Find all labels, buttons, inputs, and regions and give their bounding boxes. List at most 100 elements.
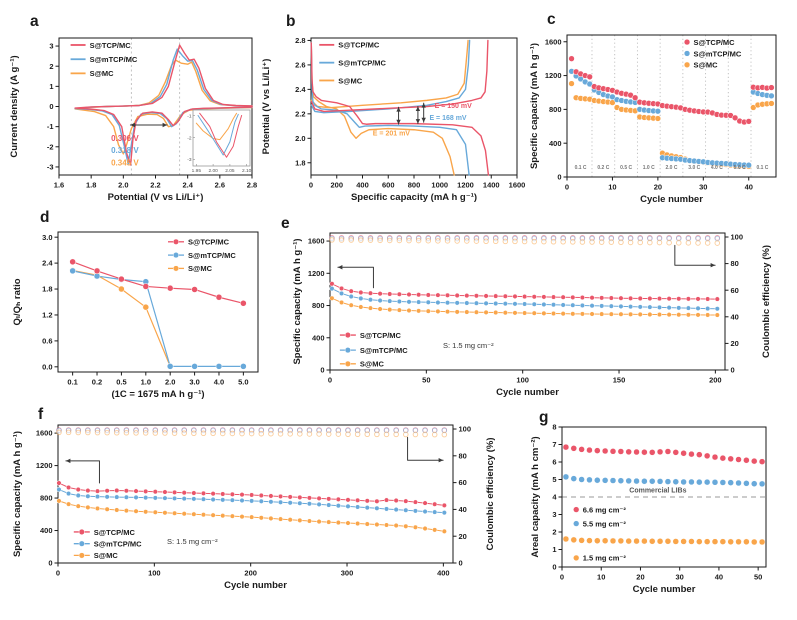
svg-text:-2: -2 xyxy=(187,135,192,141)
panel-f: f 0 100 200 300 400 0 400 800 1200 1600 0 20 40 60 80 10… xyxy=(12,406,496,591)
svg-text:f: f xyxy=(38,406,44,423)
svg-text:2: 2 xyxy=(552,528,556,537)
svg-text:400: 400 xyxy=(549,139,562,148)
svg-text:0.1 C: 0.1 C xyxy=(575,165,587,171)
svg-text:1.8: 1.8 xyxy=(295,158,305,167)
svg-text:10: 10 xyxy=(608,183,616,192)
svg-text:S@MC: S@MC xyxy=(338,76,363,85)
svg-text:1.95: 1.95 xyxy=(192,168,202,174)
svg-text:Potential (V vs Li/Li⁺): Potential (V vs Li/Li⁺) xyxy=(261,59,272,155)
svg-text:g: g xyxy=(539,409,548,426)
svg-text:20: 20 xyxy=(731,339,739,348)
svg-text:0: 0 xyxy=(552,563,556,572)
svg-text:3.0: 3.0 xyxy=(42,233,52,242)
svg-text:E = 168 mV: E = 168 mV xyxy=(429,115,466,122)
svg-text:300: 300 xyxy=(341,569,354,578)
svg-text:1.8: 1.8 xyxy=(86,181,96,190)
svg-text:100: 100 xyxy=(731,233,744,242)
svg-text:0: 0 xyxy=(557,173,561,182)
svg-text:Current density (A g⁻¹): Current density (A g⁻¹) xyxy=(9,55,20,157)
svg-text:200: 200 xyxy=(709,376,722,385)
svg-text:40: 40 xyxy=(459,505,467,514)
svg-text:2.00: 2.00 xyxy=(208,168,218,174)
svg-text:400: 400 xyxy=(437,569,450,578)
svg-text:S@MC: S@MC xyxy=(360,360,385,369)
svg-text:S@mTCP/MC: S@mTCP/MC xyxy=(90,55,138,64)
svg-text:2.05: 2.05 xyxy=(225,168,235,174)
svg-text:80: 80 xyxy=(731,259,739,268)
svg-text:200: 200 xyxy=(244,569,257,578)
svg-text:2.8: 2.8 xyxy=(247,181,257,190)
svg-text:Coulombic efficiency (%): Coulombic efficiency (%) xyxy=(761,245,772,358)
svg-text:400: 400 xyxy=(356,181,369,190)
svg-text:1400: 1400 xyxy=(483,181,500,190)
svg-text:1200: 1200 xyxy=(545,71,562,80)
svg-text:-1: -1 xyxy=(187,113,192,119)
svg-text:150: 150 xyxy=(613,376,626,385)
svg-text:80: 80 xyxy=(459,451,467,460)
svg-text:5: 5 xyxy=(552,475,556,484)
svg-text:1: 1 xyxy=(552,545,556,554)
svg-text:5.5 mg cm⁻²: 5.5 mg cm⁻² xyxy=(583,519,627,528)
svg-text:400: 400 xyxy=(40,526,53,535)
svg-text:2.4: 2.4 xyxy=(42,259,53,268)
svg-text:E = 201 mV: E = 201 mV xyxy=(373,130,410,137)
svg-text:40: 40 xyxy=(715,573,723,582)
svg-text:0.306 V: 0.306 V xyxy=(111,134,139,143)
svg-text:S@mTCP/MC: S@mTCP/MC xyxy=(360,346,408,355)
svg-text:800: 800 xyxy=(40,494,53,503)
svg-text:0: 0 xyxy=(48,559,52,568)
svg-text:2.10: 2.10 xyxy=(242,168,252,174)
svg-text:S@MC: S@MC xyxy=(694,61,719,70)
svg-text:S@MC: S@MC xyxy=(90,69,115,78)
svg-text:20: 20 xyxy=(654,183,662,192)
svg-text:5.0: 5.0 xyxy=(238,378,248,387)
svg-text:Specific capacity (mA h g⁻¹): Specific capacity (mA h g⁻¹) xyxy=(529,43,540,169)
svg-text:30: 30 xyxy=(676,573,684,582)
svg-text:2.4: 2.4 xyxy=(295,85,306,94)
svg-text:1200: 1200 xyxy=(457,181,474,190)
svg-text:S@TCP/MC: S@TCP/MC xyxy=(188,238,230,247)
svg-text:Cycle number: Cycle number xyxy=(640,194,703,205)
svg-text:1200: 1200 xyxy=(36,461,53,470)
svg-text:1600: 1600 xyxy=(509,181,526,190)
panel-a: a 1.6 1.8 2.0 2.2 2.4 2.6 2.8 -3 -2 -1 0 1 2 3 Potentia… xyxy=(9,13,257,203)
svg-text:2.4: 2.4 xyxy=(182,181,193,190)
svg-text:3.0: 3.0 xyxy=(189,378,199,387)
svg-text:S@mTCP/MC: S@mTCP/MC xyxy=(188,251,236,260)
svg-text:0: 0 xyxy=(320,366,324,375)
svg-text:2.2: 2.2 xyxy=(150,181,160,190)
svg-text:S@TCP/MC: S@TCP/MC xyxy=(694,38,736,47)
svg-text:0.6: 0.6 xyxy=(42,336,52,345)
svg-text:1000: 1000 xyxy=(431,181,448,190)
svg-text:0.1 C: 0.1 C xyxy=(756,165,768,171)
svg-text:S@mTCP/MC: S@mTCP/MC xyxy=(94,539,142,548)
svg-text:b: b xyxy=(286,13,295,30)
svg-text:S@mTCP/MC: S@mTCP/MC xyxy=(694,49,742,58)
svg-text:4: 4 xyxy=(552,493,557,502)
svg-text:4.0: 4.0 xyxy=(214,378,224,387)
svg-text:Potential (V vs Li/Li⁺): Potential (V vs Li/Li⁺) xyxy=(108,192,204,203)
svg-text:1.5 mg cm⁻²: 1.5 mg cm⁻² xyxy=(583,554,627,563)
svg-text:0.5: 0.5 xyxy=(116,378,126,387)
svg-text:800: 800 xyxy=(408,181,421,190)
svg-text:S: 1.5 mg cm⁻²: S: 1.5 mg cm⁻² xyxy=(167,537,218,546)
svg-text:S: 1.5 mg cm⁻²: S: 1.5 mg cm⁻² xyxy=(443,341,494,350)
svg-text:-1: -1 xyxy=(47,122,54,131)
svg-text:2.8: 2.8 xyxy=(295,36,305,45)
svg-text:0.2: 0.2 xyxy=(92,378,102,387)
svg-text:a: a xyxy=(30,13,39,30)
svg-text:Areal capacity (mA h cm⁻²): Areal capacity (mA h cm⁻²) xyxy=(530,436,541,557)
svg-text:2: 2 xyxy=(49,62,53,71)
svg-text:1600: 1600 xyxy=(308,237,325,246)
svg-text:50: 50 xyxy=(422,376,430,385)
svg-text:2.0: 2.0 xyxy=(295,134,305,143)
svg-text:Commercial LIBs: Commercial LIBs xyxy=(629,488,686,495)
svg-text:2.0: 2.0 xyxy=(165,378,175,387)
svg-text:3.0 C: 3.0 C xyxy=(688,165,700,171)
panel-g: g 0 10 20 30 40 50 0 1 2 3 4 5 6 7 8 Cycle number Areal c… xyxy=(530,409,767,595)
svg-text:Specific capacity (mA h g⁻¹): Specific capacity (mA h g⁻¹) xyxy=(12,431,23,557)
svg-text:3: 3 xyxy=(552,510,556,519)
svg-text:40: 40 xyxy=(745,183,753,192)
